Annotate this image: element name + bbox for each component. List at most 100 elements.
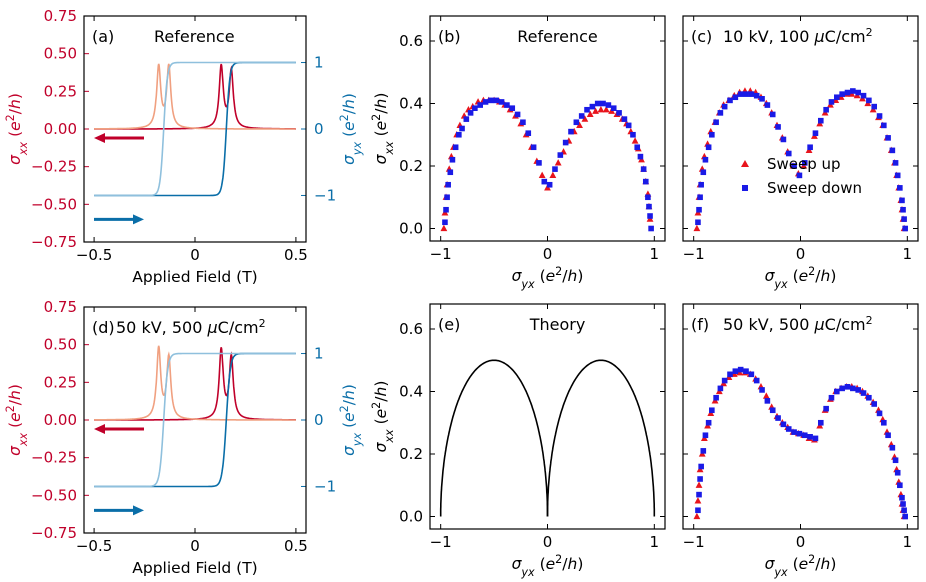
panel-e: −1 0 1 0.0 0.2 0.4 0.6 σyx (e2/h) σxx (e2/h) (e) T… [370,303,666,579]
point-sweep-down [647,213,653,219]
point-sweep-down [748,91,755,97]
point-sweep-down [889,147,896,154]
point-sweep-down [885,135,891,141]
panel-title: Reference [154,27,235,46]
x-tick-label: −1 [430,245,452,263]
point-sweep-down [562,139,569,146]
point-sweep-up [554,159,562,166]
plot-area [439,359,656,517]
axes-frame [682,15,919,242]
point-sweep-down [702,156,709,163]
point-sweep-down [578,113,585,119]
x-axis-label: Applied Field (T) [132,559,257,577]
x-tick-label: −1 [430,533,452,551]
point-sweep-down [844,89,851,96]
point-sweep-down [780,421,787,428]
y-tick-label: 0.75 [44,298,77,316]
point-sweep-down [839,385,845,392]
point-sweep-down [648,225,654,232]
y2-tick-label: −1 [314,477,336,495]
point-sweep-down [645,194,651,201]
point-sweep-down [850,385,856,392]
y2-tick-label: 1 [314,54,324,72]
point-sweep-up [586,110,594,118]
point-sweep-down [541,178,548,185]
y-tick-label: 0.00 [44,120,77,138]
panel-title: Reference [517,27,598,46]
plot-area [693,87,908,232]
point-sweep-down [801,432,808,439]
y-tick-label: 0.50 [44,45,77,63]
point-sweep-down [889,444,896,451]
point-sweep-down [640,166,647,172]
point-sweep-down [709,407,715,414]
panel-label: (b) [438,27,461,46]
point-sweep-down [520,119,526,126]
point-sweep-down [855,387,861,393]
point-sweep-down [780,136,787,143]
point-sweep-down [646,203,652,210]
point-sweep-up [581,115,589,122]
point-sweep-up [693,224,701,232]
y-tick-label: −0.75 [31,524,77,542]
legend-marker-up [741,160,749,167]
point-sweep-down [881,419,887,426]
panel-d: −0.5 0 0.5−0.75−0.50−0.250.000.250.500.75−… [4,298,364,577]
point-sweep-down [459,125,465,132]
series-line-red_light [94,63,296,130]
point-sweep-down [812,435,819,442]
point-sweep-down [514,111,521,118]
axes-frame [429,15,666,242]
y-tick-label: 0.2 [399,157,423,175]
panel-title: 50 kV, 500 μC/cm2 [723,314,873,335]
point-sweep-down [525,130,532,136]
y-tick-label: −0.25 [31,158,77,176]
x-tick-label: 1 [650,533,660,551]
point-sweep-down [616,110,622,116]
point-sweep-down [844,384,851,390]
point-sweep-down [737,366,744,373]
point-sweep-down [775,124,781,130]
y-axis-label: σxx (e2/h) [4,384,30,456]
plot-area [94,345,296,488]
point-sweep-up [695,481,703,488]
point-sweep-up [440,224,448,232]
sweep-arrow-right [94,214,144,225]
axes-frame [83,15,307,243]
point-sweep-up [602,105,610,113]
plot-area [440,96,654,232]
series-line-red_light [94,345,296,421]
x-tick-label: 1 [903,533,913,551]
point-sweep-down [536,160,542,166]
sweep-arrow-left [94,424,144,435]
point-sweep-down [834,388,840,395]
point-sweep-down [748,371,755,378]
y2-tick-label: 1 [314,345,324,363]
point-sweep-up [693,512,701,520]
panel-label: (c) [691,27,712,46]
point-sweep-down [796,172,803,179]
panel-label: (a) [92,27,114,46]
panel-label: (d) [92,318,115,337]
point-sweep-down [444,194,450,201]
point-sweep-down [717,385,724,392]
point-sweep-down [902,513,908,520]
point-sweep-down [443,206,449,213]
point-sweep-down [866,97,872,104]
point-sweep-down [630,131,636,138]
y-tick-label: 0.50 [44,336,77,354]
y-tick-label: 0.6 [399,320,423,338]
point-sweep-down [866,394,872,401]
point-sweep-down [445,181,451,188]
point-sweep-down [817,419,824,426]
x-tick-label: 0 [796,533,806,551]
point-sweep-down [764,398,771,404]
point-sweep-down [775,415,781,421]
y2-axis-label: σyx (e2/h) [338,384,364,456]
y-tick-label: 0.6 [399,32,423,50]
point-sweep-down [589,103,596,110]
point-sweep-down [530,144,537,151]
point-sweep-down [594,100,601,107]
sweep-arrow-right [94,505,144,516]
y-axis-label: σxx (e2/h) [4,93,30,165]
